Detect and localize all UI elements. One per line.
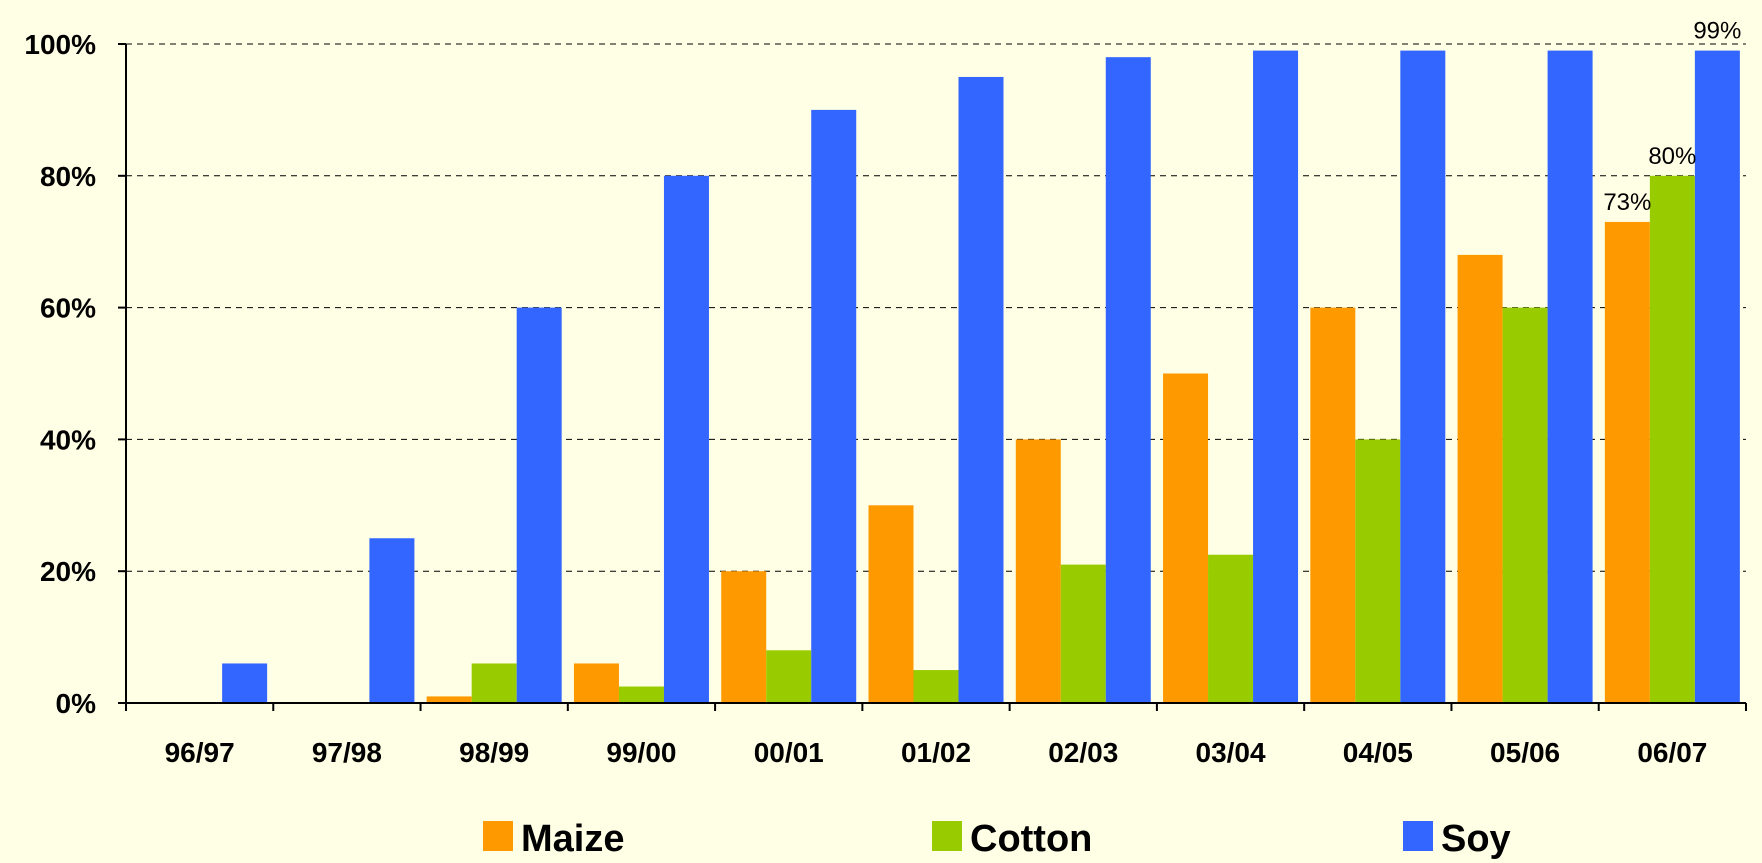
bar-maize-02-03 — [1015, 439, 1061, 703]
legend-label-cotton: Cotton — [970, 818, 1092, 860]
bar-soy-97-98 — [369, 538, 415, 703]
bar-soy-00-01 — [811, 109, 857, 703]
bar-cotton-05-06 — [1502, 307, 1548, 703]
bar-soy-01-02 — [958, 76, 1004, 703]
bar-cotton-02-03 — [1060, 564, 1106, 703]
bar-soy-99-00 — [663, 175, 709, 704]
bar-soy-05-06 — [1547, 50, 1593, 703]
legend-label-maize: Maize — [521, 818, 624, 860]
data-labels: 73% 80% 99% — [1603, 18, 1741, 216]
y-tick-label: 100% — [24, 29, 96, 60]
x-tick-label: 00/01 — [754, 737, 824, 768]
x-tick-label: 96/97 — [165, 737, 235, 768]
y-tick-label: 40% — [40, 424, 96, 455]
bar-maize-05-06 — [1457, 254, 1503, 703]
axes: 0% 20% 40% 60% 80% 100% 96/97 97/98 98/99 99/00 00… — [24, 29, 1747, 768]
x-tick-label: 06/07 — [1637, 737, 1707, 768]
data-label-soy: 99% — [1693, 18, 1741, 45]
legend: Maize Cotton Soy — [483, 818, 1511, 860]
bar-cotton-00-01 — [766, 650, 812, 703]
bar-soy-03-04 — [1253, 50, 1299, 703]
y-tick-label: 0% — [56, 688, 97, 719]
x-tick-label: 05/06 — [1490, 737, 1560, 768]
bar-cotton-03-04 — [1208, 554, 1254, 703]
bar-maize-00-01 — [721, 571, 767, 703]
legend-swatch-maize — [483, 821, 513, 851]
bar-maize-99-00 — [573, 663, 619, 703]
x-tick-label: 01/02 — [901, 737, 971, 768]
bar-cotton-01-02 — [913, 670, 959, 703]
bar-soy-02-03 — [1105, 57, 1151, 704]
bar-maize-01-02 — [868, 505, 914, 703]
legend-swatch-cotton — [932, 821, 962, 851]
legend-swatch-soy — [1403, 821, 1433, 851]
bar-soy-98-99 — [516, 307, 562, 703]
x-tick-label: 99/00 — [606, 737, 676, 768]
legend-label-soy: Soy — [1441, 818, 1511, 860]
x-tick-label: 03/04 — [1196, 737, 1266, 768]
bar-maize-98-99 — [426, 696, 472, 703]
bar-maize-03-04 — [1163, 373, 1209, 703]
x-tick-label: 04/05 — [1343, 737, 1413, 768]
data-label-maize: 73% — [1603, 189, 1651, 216]
x-tick-label: 97/98 — [312, 737, 382, 768]
bar-cotton-04-05 — [1355, 439, 1401, 703]
y-tick-label: 80% — [40, 161, 96, 192]
x-tick-label: 98/99 — [459, 737, 529, 768]
bar-cotton-06-07 — [1649, 175, 1695, 704]
x-tick-label: 02/03 — [1048, 737, 1118, 768]
bar-cotton-99-00 — [618, 686, 664, 703]
bar-soy-04-05 — [1400, 50, 1446, 703]
y-tick-label: 60% — [40, 293, 96, 324]
bar-soy-96-97 — [222, 663, 268, 703]
bar-maize-06-07 — [1604, 221, 1650, 703]
y-tick-label: 20% — [40, 556, 96, 587]
bar-cotton-98-99 — [471, 663, 517, 703]
data-label-cotton: 80% — [1648, 143, 1696, 170]
bars — [222, 50, 1740, 704]
bar-soy-06-07 — [1694, 50, 1740, 703]
bar-maize-04-05 — [1310, 307, 1356, 703]
